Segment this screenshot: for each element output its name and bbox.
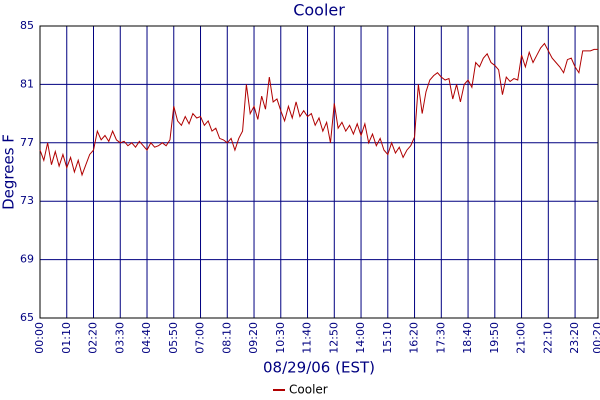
x-tick-label: 12:50 xyxy=(327,322,340,354)
x-tick-label: 15:10 xyxy=(381,322,394,354)
y-tick-label: 85 xyxy=(20,19,34,32)
x-tick-label: 23:20 xyxy=(568,322,581,354)
y-tick-label: 69 xyxy=(20,253,34,266)
x-tick-label: 18:40 xyxy=(461,322,474,354)
plot-border xyxy=(39,25,599,319)
x-tick-label: 05:50 xyxy=(167,322,180,354)
x-tick-label: 16:20 xyxy=(408,322,421,354)
x-tick-label: 22:10 xyxy=(541,322,554,354)
x-tick-label: 02:20 xyxy=(87,322,100,354)
x-tick-label: 19:50 xyxy=(488,322,501,354)
y-tick-label: 73 xyxy=(20,194,34,207)
x-tick-label: 03:30 xyxy=(113,322,126,354)
x-tick-label: 00:20 xyxy=(591,322,600,354)
x-tick-label: 07:00 xyxy=(194,322,207,354)
data-line xyxy=(39,42,598,177)
x-tick-label: 04:40 xyxy=(140,322,153,354)
chart-title: Cooler xyxy=(293,1,345,20)
x-tick-label: 00:00 xyxy=(33,322,46,354)
x-tick-label: 14:00 xyxy=(354,322,367,354)
x-tick-label: 08:10 xyxy=(220,322,233,354)
legend-label: Cooler xyxy=(289,383,328,397)
x-axis-label: 08/29/06 (EST) xyxy=(263,359,375,377)
x-tick-label: 11:40 xyxy=(301,322,314,354)
y-axis-label: Degrees F xyxy=(0,134,18,210)
x-tick-label: 09:20 xyxy=(247,322,260,354)
y-tick-label: 77 xyxy=(20,136,34,149)
x-tick-label: 10:30 xyxy=(274,322,287,354)
x-tick-label: 01:10 xyxy=(60,322,73,354)
y-tick-label: 81 xyxy=(20,77,34,90)
y-tick-label: 65 xyxy=(20,311,34,324)
x-tick-label: 17:30 xyxy=(434,322,447,354)
x-tick-label: 21:00 xyxy=(515,322,528,354)
